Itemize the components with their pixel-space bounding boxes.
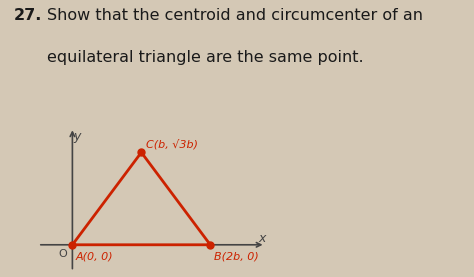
Text: equilateral triangle are the same point.: equilateral triangle are the same point.	[47, 50, 364, 65]
Text: 27.: 27.	[14, 8, 43, 23]
Text: A(0, 0): A(0, 0)	[76, 252, 113, 262]
Text: y: y	[73, 130, 81, 143]
Text: Show that the centroid and circumcenter of an: Show that the centroid and circumcenter …	[47, 8, 423, 23]
Text: C(b, √3b): C(b, √3b)	[146, 139, 198, 149]
Text: x: x	[258, 232, 266, 245]
Text: B(2b, 0): B(2b, 0)	[214, 252, 258, 262]
Text: O: O	[59, 249, 68, 259]
